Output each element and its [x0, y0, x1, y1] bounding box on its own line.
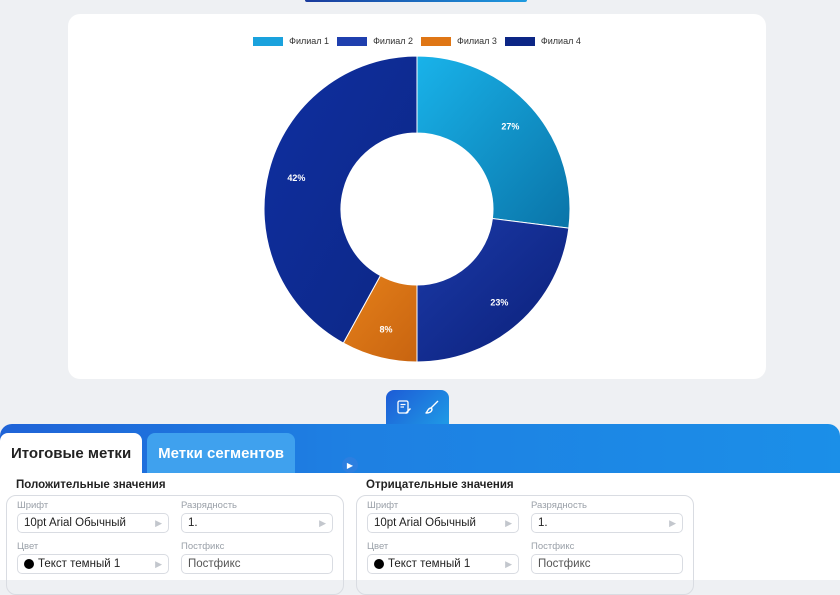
edit-chart-icon[interactable] — [396, 399, 412, 415]
chevron-right-icon: ▶ — [155, 517, 162, 528]
color-swatch — [374, 559, 384, 569]
legend-swatch — [253, 36, 284, 46]
slice-label: 23% — [490, 297, 508, 307]
collapse-arrow-icon[interactable]: ▶ — [342, 457, 358, 473]
positive-group: Шрифт 10pt Arial Обычный ▶ Разрядность 1… — [6, 495, 344, 595]
chevron-right-icon: ▶ — [669, 517, 676, 528]
font-value: 10pt Arial Обычный — [24, 517, 126, 529]
legend-item[interactable]: Филиал 2 — [337, 36, 413, 46]
font-select[interactable]: 10pt Arial Обычный ▶ — [17, 513, 169, 533]
color-select[interactable]: Текст темный 1 ▶ — [367, 554, 519, 574]
donut-slice[interactable] — [263, 55, 418, 344]
brush-icon[interactable] — [424, 399, 440, 415]
font-label: Шрифт — [367, 500, 399, 511]
tab-total-labels[interactable]: Итоговые метки — [0, 433, 143, 473]
chart-legend: Филиал 1 Филиал 2 Филиал 3 Филиал 4 — [68, 36, 766, 46]
digits-value: 1. — [188, 517, 198, 529]
font-label: Шрифт — [17, 500, 49, 511]
legend-swatch — [337, 36, 368, 46]
postfix-label: Постфикс — [181, 541, 225, 552]
chevron-right-icon: ▶ — [155, 558, 162, 569]
legend-label: Филиал 1 — [289, 36, 330, 46]
donut-chart: 27% 23% 8% 42% — [263, 55, 571, 363]
legend-swatch — [504, 36, 535, 46]
digits-value: 1. — [538, 517, 548, 529]
color-value: Текст темный 1 — [38, 558, 121, 570]
legend-item[interactable]: Филиал 4 — [504, 36, 581, 46]
positive-section-title: Положительные значения — [16, 479, 166, 491]
slice-label: 27% — [501, 122, 519, 132]
legend-item[interactable]: Филиал 3 — [421, 36, 497, 46]
tab-segment-labels[interactable]: Метки сегментов — [147, 433, 296, 473]
digits-label: Разрядность — [181, 500, 237, 511]
postfix-placeholder: Постфикс — [188, 558, 241, 570]
legend-swatch — [421, 36, 451, 46]
top-toolbar-stub — [305, 0, 527, 2]
donut-slice[interactable] — [416, 217, 570, 363]
color-select[interactable]: Текст темный 1 ▶ — [17, 554, 169, 574]
postfix-label: Постфикс — [531, 541, 575, 552]
negative-group: Шрифт 10pt Arial Обычный ▶ Разрядность 1… — [356, 495, 694, 595]
negative-section-title: Отрицательные значения — [366, 479, 514, 491]
slice-label: 42% — [287, 173, 305, 183]
digits-select[interactable]: 1. ▶ — [531, 513, 683, 533]
color-label: Цвет — [17, 541, 39, 552]
font-value: 10pt Arial Обычный — [374, 517, 476, 529]
tab-bar: Итоговые метки Метки сегментов — [0, 433, 296, 473]
color-label: Цвет — [367, 541, 389, 552]
chart-card: Филиал 1 Филиал 2 Филиал 3 Филиал 4 — [68, 14, 766, 379]
digits-select[interactable]: 1. ▶ — [181, 513, 333, 533]
chart-toolbar — [386, 390, 449, 424]
postfix-input[interactable]: Постфикс — [531, 554, 683, 574]
color-value: Текст темный 1 — [388, 558, 471, 570]
postfix-input[interactable]: Постфикс — [181, 554, 333, 574]
color-swatch — [24, 559, 34, 569]
legend-label: Филиал 2 — [373, 36, 413, 46]
chevron-right-icon: ▶ — [319, 517, 326, 528]
donut-slice[interactable] — [416, 55, 571, 229]
legend-label: Филиал 3 — [457, 36, 497, 46]
legend-item[interactable]: Филиал 1 — [253, 36, 329, 46]
chevron-right-icon: ▶ — [505, 558, 512, 569]
legend-label: Филиал 4 — [540, 36, 581, 46]
font-select[interactable]: 10pt Arial Обычный ▶ — [367, 513, 519, 533]
chevron-right-icon: ▶ — [505, 517, 512, 528]
slice-label: 8% — [380, 325, 393, 335]
settings-panel: Итоговые метки Метки сегментов Положител… — [0, 424, 840, 595]
panel-body: Положительные значения Шрифт 10pt Arial … — [0, 473, 840, 595]
digits-label: Разрядность — [531, 500, 587, 511]
postfix-placeholder: Постфикс — [538, 558, 591, 570]
